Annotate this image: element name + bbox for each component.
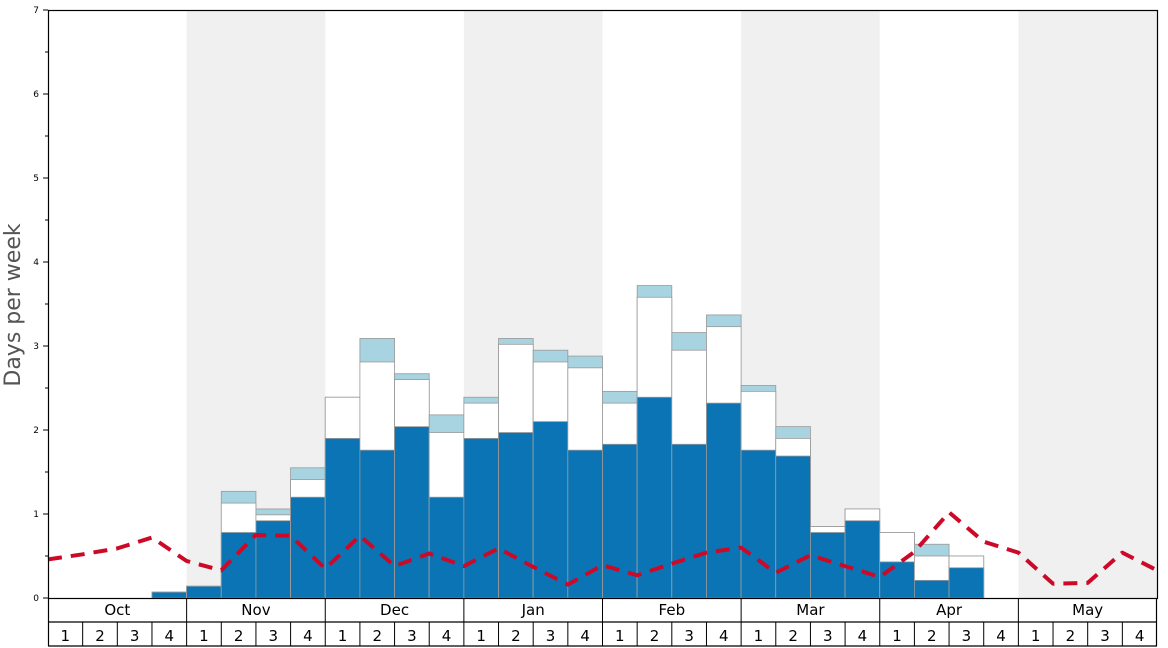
week-label: 1 [1031, 627, 1041, 645]
month-label: Oct [104, 601, 130, 619]
x-axis: Oct Nov Dec Jan Feb Mar Apr May 1 2 3 4 1 2 3 4 1 2 3 4 1 2 3 4… [47, 599, 1158, 647]
y-tick-label: 4 [33, 258, 39, 268]
week-label: 4 [719, 627, 729, 645]
week-label: 3 [1100, 627, 1110, 645]
bar-segment-dark-blue [567, 449, 603, 599]
bar-segment-dark-blue [532, 421, 569, 599]
y-tick-label: 1 [33, 510, 39, 520]
week-label: 1 [754, 627, 764, 645]
month-label: Feb [659, 601, 686, 619]
week-label: 2 [372, 627, 382, 645]
bar-segment-dark-blue [255, 520, 291, 599]
week-label: 4 [858, 627, 868, 645]
week-label: 3 [684, 627, 694, 645]
y-axis-label: Days per week [1, 223, 26, 386]
month-label: Apr [936, 601, 963, 619]
week-label: 4 [996, 627, 1006, 645]
week-label: 2 [788, 627, 798, 645]
y-tick-label: 5 [33, 174, 39, 184]
dashed-line [47, 510, 1158, 587]
bar-segment-dark-blue [740, 449, 777, 599]
week-label: 1 [338, 627, 348, 645]
week-label: 1 [199, 627, 209, 645]
bar-segment-dark-blue [186, 585, 222, 599]
bar-segment-dark-blue [914, 579, 950, 599]
week-label: 2 [95, 627, 105, 645]
bar-segment-dark-blue [948, 567, 985, 599]
week-label: 3 [823, 627, 833, 645]
bar-segment-dark-blue [394, 426, 430, 599]
y-axis: 0 1 2 3 4 5 6 7 [33, 6, 48, 604]
week-label: 2 [927, 627, 937, 645]
y-tick-label: 3 [33, 342, 39, 352]
week-label: 4 [303, 627, 313, 645]
week-label: 3 [546, 627, 556, 645]
bars [151, 285, 985, 599]
month-label: Mar [796, 601, 825, 619]
week-label: 2 [1066, 627, 1076, 645]
month-label: Jan [521, 601, 545, 619]
plot-frame [47, 9, 1159, 600]
week-label: 2 [234, 627, 244, 645]
week-label: 4 [580, 627, 590, 645]
bar-segment-dark-blue [844, 520, 881, 599]
bar-segment-dark-blue [463, 437, 499, 599]
dashed-series-line [47, 510, 1158, 587]
bar-segment-dark-blue [671, 443, 707, 599]
month-band [1018, 10, 1157, 598]
week-label: 4 [165, 627, 175, 645]
bar-segment-dark-blue [151, 591, 188, 599]
week-label: 1 [615, 627, 625, 645]
y-tick-label: 6 [33, 90, 39, 100]
y-tick-label: 0 [33, 594, 39, 604]
month-bands [186, 10, 1157, 598]
bar-segment-dark-blue [359, 449, 395, 599]
bar-segment-dark-blue [775, 455, 811, 599]
month-label: May [1072, 601, 1103, 619]
week-label: 2 [511, 627, 521, 645]
week-label: 4 [1135, 627, 1145, 645]
week-label: 3 [130, 627, 140, 645]
week-label: 3 [407, 627, 417, 645]
week-label: 3 [268, 627, 278, 645]
week-label: 3 [962, 627, 972, 645]
bar-segment-dark-blue [706, 402, 742, 599]
bar-segment-dark-blue [879, 561, 915, 599]
y-tick-label: 7 [33, 6, 39, 16]
month-label: Dec [380, 601, 409, 619]
bar-segment-dark-blue [290, 496, 326, 599]
month-label: Nov [241, 601, 270, 619]
week-label: 1 [476, 627, 486, 645]
week-label: 1 [892, 627, 902, 645]
bar-segment-dark-blue [428, 496, 465, 599]
week-label: 1 [61, 627, 71, 645]
week-label: 2 [650, 627, 660, 645]
week-label: 4 [442, 627, 452, 645]
bar-segment-dark-blue [498, 432, 534, 599]
y-tick-label: 2 [33, 426, 39, 436]
bar-segment-dark-blue [324, 437, 361, 599]
